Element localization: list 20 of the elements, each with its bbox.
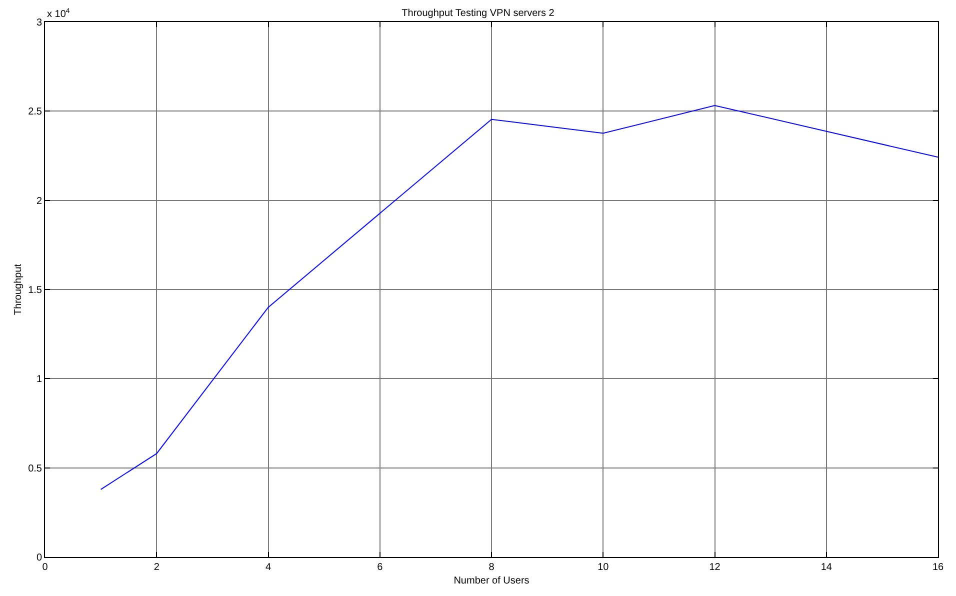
y-tick-label: 0.5 bbox=[28, 463, 42, 474]
x-tick-label: 14 bbox=[820, 562, 832, 573]
y-tick-label: 3 bbox=[36, 18, 42, 28]
x-tick-label: 16 bbox=[932, 562, 944, 573]
x-tick-label: 10 bbox=[598, 562, 610, 573]
x-tick-label: 4 bbox=[265, 562, 272, 573]
x-tick-label: 2 bbox=[154, 562, 160, 573]
y-tick-label: 2 bbox=[36, 196, 42, 207]
x-tick-label: 6 bbox=[377, 562, 384, 573]
y-tick-label: 2.5 bbox=[28, 106, 42, 118]
text: x 10$^{4}$ bbox=[47, 8, 70, 20]
chart-title: Throughput Testing VPN servers 2 bbox=[402, 8, 555, 19]
y-tick-label: 1 bbox=[36, 374, 42, 386]
y-tick-label: 0 bbox=[36, 552, 42, 564]
line-series bbox=[100, 104, 938, 490]
y-tick-label: 1.5 bbox=[28, 285, 42, 296]
y-axis-title: Throughput bbox=[13, 264, 24, 316]
x-tick-label: 12 bbox=[709, 562, 721, 573]
x-tick-label: 8 bbox=[488, 562, 495, 573]
x-axis-title: Number of Users bbox=[454, 576, 530, 586]
